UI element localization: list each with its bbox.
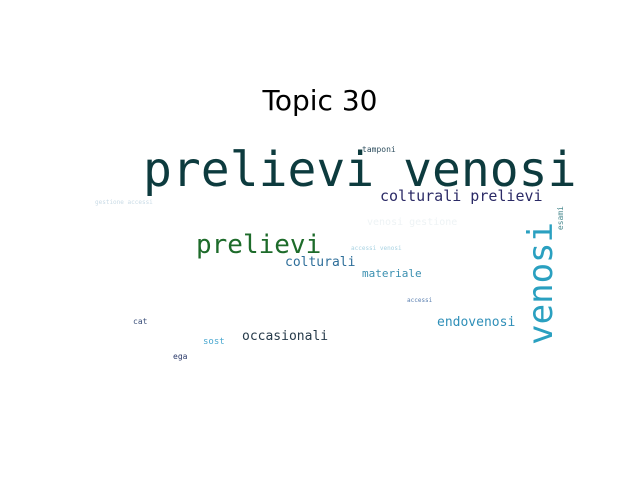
word-materiale: materiale	[362, 267, 422, 280]
word-occasionali: occasionali	[242, 329, 329, 344]
word-colturali-prelievi: colturali prelievi	[380, 187, 543, 205]
figure-title: Topic 30	[262, 84, 378, 117]
word-sost: sost	[203, 337, 225, 347]
word-venosi-gestione: venosi gestione	[367, 217, 458, 228]
word-cat: cat	[133, 317, 148, 326]
word-colturali: colturali	[285, 255, 356, 270]
word-endovenosi: endovenosi	[437, 315, 516, 330]
word-accessi: accessi	[407, 297, 433, 304]
word-accessi-venosi: accessi venosi	[351, 245, 402, 252]
word-prelievi-venosi: prelievi venosi	[143, 142, 577, 198]
word-tamponi: tamponi	[362, 145, 396, 154]
word-venosi: venosi	[521, 222, 561, 345]
word-ega: ega	[173, 352, 188, 361]
word-prelievi: prelievi	[196, 230, 322, 260]
word-gestione-accessi: gestione accessi	[95, 199, 153, 206]
